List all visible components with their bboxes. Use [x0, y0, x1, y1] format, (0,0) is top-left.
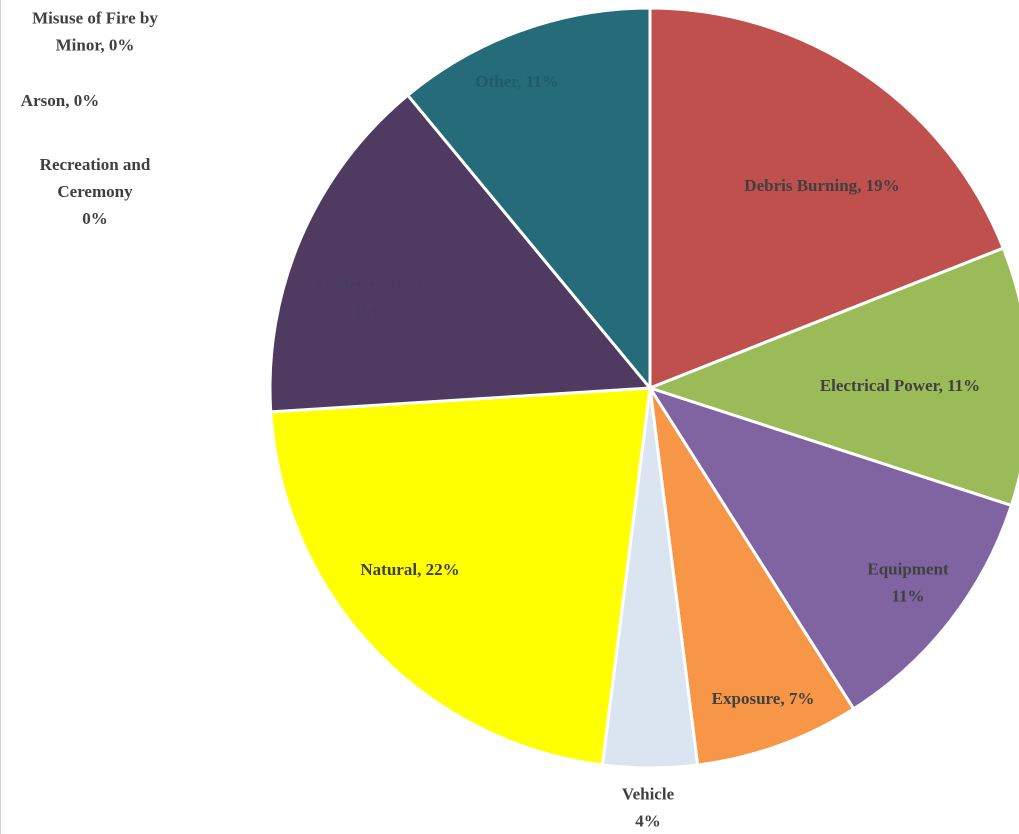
data-label: Vehicle 4%	[622, 784, 675, 830]
data-label: Natural, 22%	[360, 560, 459, 579]
data-label-line: Exposure, 7%	[712, 689, 815, 708]
pie-slice	[648, 6, 1006, 391]
data-label-line: Recreation and	[40, 155, 151, 174]
data-label-line: Arson, 0%	[21, 91, 99, 110]
data-label-line: 11%	[891, 586, 924, 605]
data-label: Other, 11%	[475, 72, 558, 91]
data-label: Electrical Power, 11%	[820, 376, 980, 395]
data-label-line: Debris Burning, 19%	[744, 176, 899, 195]
data-label-line: 4%	[635, 811, 661, 830]
data-label-line: 15%	[353, 302, 387, 321]
data-label: Equipment 11%	[867, 559, 949, 605]
data-label-line: 0%	[82, 209, 108, 228]
data-label: Undetermined 15%	[318, 275, 423, 321]
pie-slice	[648, 387, 856, 767]
data-label: Misuse of Fire by Minor, 0%	[32, 8, 158, 54]
pie-slice	[645, 246, 1019, 508]
data-label-line: Natural, 22%	[360, 560, 459, 579]
data-label-line: Minor, 0%	[56, 35, 135, 54]
data-label-line: Ceremony	[57, 182, 133, 201]
data-label-line: Undetermined	[318, 275, 423, 294]
data-label-line: Other, 11%	[475, 72, 558, 91]
data-label: Debris Burning, 19%	[744, 176, 899, 195]
pie-slice	[268, 93, 654, 414]
data-label: Exposure, 7%	[712, 689, 815, 708]
pie-slice	[646, 385, 1014, 711]
pie-slice	[269, 386, 652, 767]
pie-slice	[405, 6, 652, 393]
data-label-line: Vehicle	[622, 784, 675, 803]
data-label: Recreation and Ceremony 0%	[40, 155, 151, 228]
data-label: Arson, 0%	[21, 91, 99, 110]
data-label-line: Equipment	[867, 559, 949, 578]
data-label-line: Electrical Power, 11%	[820, 376, 980, 395]
data-label-line: Misuse of Fire by	[32, 8, 158, 27]
